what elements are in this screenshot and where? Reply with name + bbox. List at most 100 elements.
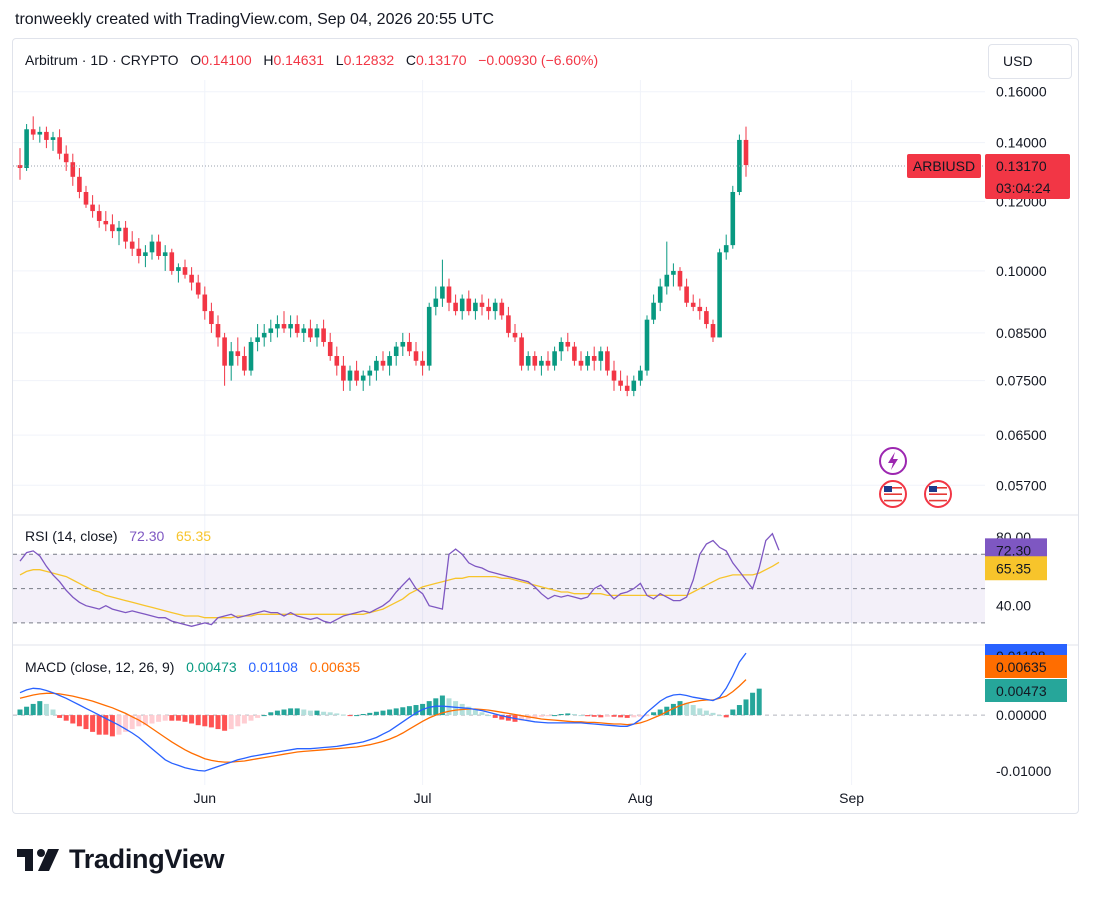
time-tick-label: Jun <box>194 790 217 806</box>
price-tick-label: 0.14000 <box>996 135 1047 151</box>
countdown-label: 03:04:24 <box>996 180 1051 196</box>
currency-button[interactable]: USD <box>988 44 1072 79</box>
candle-body <box>77 176 82 193</box>
candle-body <box>17 165 23 168</box>
macd-histogram-bar <box>552 715 558 717</box>
macd-value-tag <box>985 679 1067 702</box>
candle-body <box>743 139 749 166</box>
candle-body <box>37 131 43 135</box>
candle-body <box>730 192 736 246</box>
macd-histogram-bar <box>222 715 228 731</box>
candle-body <box>360 375 366 381</box>
candle-body <box>624 385 630 391</box>
candle-body <box>506 315 511 333</box>
candle-body <box>261 332 267 338</box>
open-value: 0.14100 <box>201 52 252 68</box>
close-label: C <box>405 52 416 68</box>
time-tick-label: Aug <box>628 790 653 806</box>
candle-body <box>433 298 439 307</box>
macd-histogram-bar <box>486 715 492 717</box>
candle-body <box>585 356 590 366</box>
macd-histogram-bar <box>360 713 366 716</box>
macd-histogram-bar <box>472 709 478 716</box>
candle-body <box>651 302 656 320</box>
candle-body <box>44 131 49 140</box>
macd-histogram-bar <box>109 715 115 737</box>
macd-histogram-bar <box>50 709 56 716</box>
macd-value-tag <box>985 655 1067 678</box>
candle-body <box>717 252 722 338</box>
macd-histogram-bar <box>400 707 406 716</box>
candle-body <box>466 298 472 312</box>
macd-histogram-bar <box>387 709 393 716</box>
macd-value-tag-label: 0.00473 <box>996 683 1047 699</box>
candle-body <box>525 356 531 366</box>
candle-body <box>664 274 670 287</box>
macd-histogram-bar <box>57 715 63 718</box>
price-tick-label: 0.06500 <box>996 427 1047 443</box>
candle-body <box>288 324 293 329</box>
macd-histogram-bar <box>703 710 709 716</box>
macd-histogram-bar <box>314 710 320 716</box>
candle-body <box>459 298 465 312</box>
macd-pane <box>13 652 985 772</box>
us-flag-stripe <box>884 496 902 499</box>
candle-body <box>182 267 188 275</box>
macd-histogram-bar <box>103 715 109 735</box>
us-flag-stripe <box>929 487 947 489</box>
macd-histogram-bar <box>241 715 247 724</box>
candle-body <box>413 351 419 361</box>
macd-histogram-bar <box>281 709 287 716</box>
candle-body <box>446 286 452 303</box>
macd-histogram-bar <box>373 711 379 716</box>
macd-histogram-bar <box>208 715 214 728</box>
macd-histogram-bar <box>70 715 76 724</box>
candle-body <box>565 341 571 347</box>
macd-histogram-bar <box>162 715 168 721</box>
candle-body <box>598 351 604 361</box>
tradingview-logo[interactable]: TradingView <box>17 844 225 875</box>
candle-body <box>294 324 300 333</box>
candle-body <box>611 370 617 381</box>
candle-body <box>96 211 102 221</box>
macd-histogram-bar <box>406 706 412 716</box>
macd-histogram-bar <box>664 706 670 716</box>
candle-body <box>638 370 643 381</box>
us-flag-canton <box>884 486 892 492</box>
candle-body <box>63 153 69 163</box>
macd-histogram-bar <box>750 692 756 716</box>
macd-histogram-bar <box>307 710 313 716</box>
change-value: −0.00930 (−6.60%) <box>478 52 599 68</box>
macd-histogram-bar <box>604 715 610 717</box>
candle-body <box>235 351 241 357</box>
candle-body <box>572 346 577 361</box>
symbol-title: Arbitrum · 1D · CRYPTO <box>25 52 179 68</box>
candle-body <box>367 370 373 376</box>
macd-histogram-bar <box>189 715 195 724</box>
macd-histogram-bar <box>578 715 584 717</box>
macd-histogram-bar <box>301 709 307 716</box>
symbol-price-tag <box>907 153 981 178</box>
candle-body <box>723 245 729 253</box>
macd-histogram-bar <box>684 702 690 716</box>
macd-histogram-bar <box>519 715 525 721</box>
candle-body <box>512 332 518 338</box>
event-icons <box>879 447 952 508</box>
macd-histogram-bar <box>466 706 472 716</box>
macd-legend: MACD (close, 12, 26, 9) 0.00473 0.01108 … <box>25 659 360 675</box>
macd-histogram-bar <box>327 712 333 716</box>
us-flag-stripe <box>884 499 902 502</box>
chart-caption: tronweekly created with TradingView.com,… <box>15 11 495 28</box>
price-axis: 0.160000.140000.120000.100000.085000.075… <box>194 84 1070 806</box>
candle-body <box>710 324 716 338</box>
macd-histogram-bar <box>202 715 208 727</box>
macd-histogram-bar <box>43 703 49 716</box>
macd-line-value: 0.01108 <box>248 659 298 675</box>
candle-body <box>149 241 155 253</box>
candle-body <box>129 241 135 249</box>
candle-body <box>618 380 623 386</box>
us-flag-stripe <box>929 490 947 492</box>
price-tick-label: 0.08500 <box>996 325 1047 341</box>
price-tick-label: 0.16000 <box>996 84 1047 100</box>
